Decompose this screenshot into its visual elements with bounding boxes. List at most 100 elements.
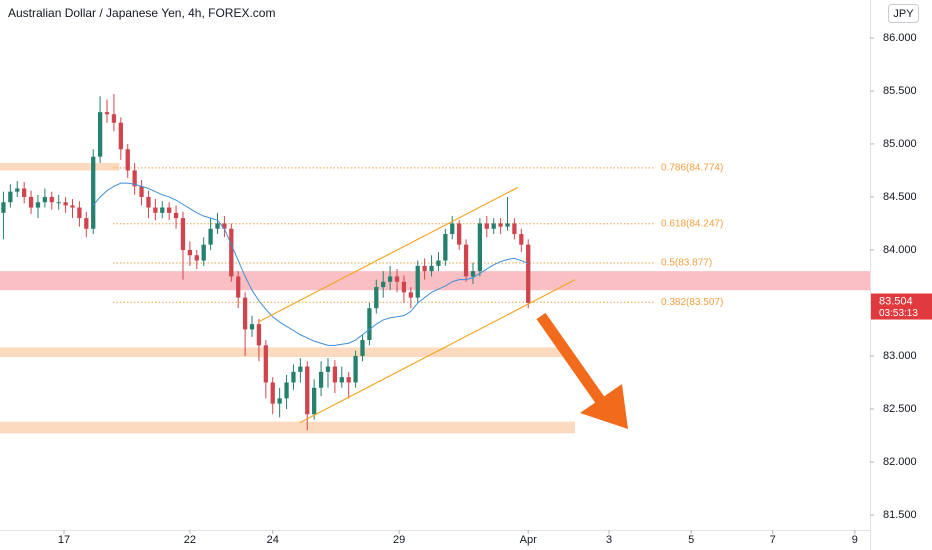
y-tick-label: 82.000 (883, 456, 917, 468)
x-tick-label: 29 (393, 534, 405, 546)
candle-body (180, 218, 186, 250)
candle-body (97, 112, 103, 157)
candle-body (491, 223, 496, 229)
candle-body (450, 223, 455, 235)
fib-label: 0.382(83.507) (661, 297, 723, 308)
trendline (257, 186, 519, 323)
candle-body (374, 287, 379, 309)
candle-body (242, 297, 248, 330)
candle-body (229, 228, 234, 277)
candle-body (387, 276, 393, 282)
currency-button[interactable] (888, 4, 919, 23)
candle-body (28, 196, 34, 208)
candle-body (360, 340, 365, 356)
candle-body (153, 207, 158, 213)
candle-body (318, 371, 324, 388)
y-tick-label: 82.500 (883, 403, 917, 415)
x-tick-label: Apr (520, 534, 537, 546)
candle-body (408, 292, 413, 298)
x-tick-label: 17 (58, 534, 70, 546)
zones (0, 163, 870, 434)
candle-body (394, 276, 400, 282)
candle-body (284, 382, 289, 399)
trendline (299, 279, 576, 424)
candle-body (484, 223, 489, 229)
axes: 86.00085.50085.00084.50084.00083.50083.0… (58, 32, 932, 546)
zone (0, 271, 870, 291)
candle-body (208, 228, 213, 245)
x-tick-label: 7 (770, 534, 776, 546)
x-tick-label: 5 (688, 534, 694, 546)
y-tick-label: 84.500 (883, 191, 917, 203)
candle-body (401, 281, 407, 293)
candle-body (249, 324, 255, 330)
candle-body (132, 170, 137, 187)
candle-body (56, 202, 61, 204)
x-tick-label: 9 (852, 534, 858, 546)
candle-body (305, 366, 310, 415)
candle-body (8, 191, 13, 203)
currency-label: JPY (893, 8, 914, 20)
candle-body (498, 223, 503, 227)
candle-body (519, 234, 524, 245)
fib-label: 0.786(84.774) (661, 163, 723, 174)
y-tick-label: 84.000 (883, 244, 917, 256)
x-tick-label: 24 (267, 534, 279, 546)
candle-body (291, 371, 296, 383)
candle-body (167, 207, 172, 213)
candle-body (70, 205, 75, 208)
candle-body (194, 255, 199, 261)
candle-body (160, 207, 165, 213)
candle-body (1, 202, 6, 213)
forecast-arrow (536, 312, 628, 429)
zone (0, 421, 575, 434)
x-tick-label: 3 (606, 534, 612, 546)
fib-label: 0.5(83.877) (661, 258, 712, 269)
candle-body (270, 382, 275, 404)
overlays (92, 182, 576, 424)
candle-body (512, 223, 517, 235)
last-price-box (871, 293, 932, 320)
candle-body (91, 156, 96, 229)
candle-body (339, 377, 344, 383)
candle-body (457, 223, 462, 245)
candle-body (325, 366, 331, 372)
candle-body (263, 345, 268, 383)
candles (1, 94, 531, 431)
arrow-shaft (536, 312, 605, 404)
y-tick-label: 85.000 (883, 138, 917, 150)
arrow-head (580, 384, 628, 429)
candle-body (436, 260, 441, 266)
candle-body (222, 223, 227, 229)
candle-body (22, 188, 27, 197)
candle-body (526, 244, 531, 303)
candle-body (256, 324, 262, 346)
candle-body (346, 377, 351, 383)
candle-body (104, 112, 110, 115)
candle-body (429, 265, 434, 272)
zone (0, 163, 120, 171)
candle-body (463, 244, 469, 277)
candle-body (15, 188, 20, 192)
candle-body (477, 223, 483, 272)
candle-body (111, 114, 117, 123)
candle-body (49, 196, 54, 203)
candle-body (118, 122, 123, 150)
candle-body (84, 218, 89, 229)
candle-body (42, 196, 48, 203)
x-tick-label: 22 (184, 534, 196, 546)
candle-body (125, 149, 130, 171)
candle-body (201, 244, 206, 261)
fibonacci: 0.786(84.774) 0.618(84.247) 0.5(83.877) 0.3… (113, 163, 723, 308)
candle-body (77, 207, 82, 219)
last-price-label: 83.504 (879, 295, 913, 307)
candle-body (443, 234, 448, 261)
y-tick-label: 85.500 (883, 85, 917, 97)
chart-title: Australian Dollar / Japanese Yen, 4h, FO… (8, 6, 275, 20)
candle-body (422, 265, 427, 272)
candle-body (139, 186, 144, 197)
y-tick-label: 81.500 (883, 509, 917, 521)
candle-body (505, 223, 510, 227)
zone (0, 347, 570, 358)
